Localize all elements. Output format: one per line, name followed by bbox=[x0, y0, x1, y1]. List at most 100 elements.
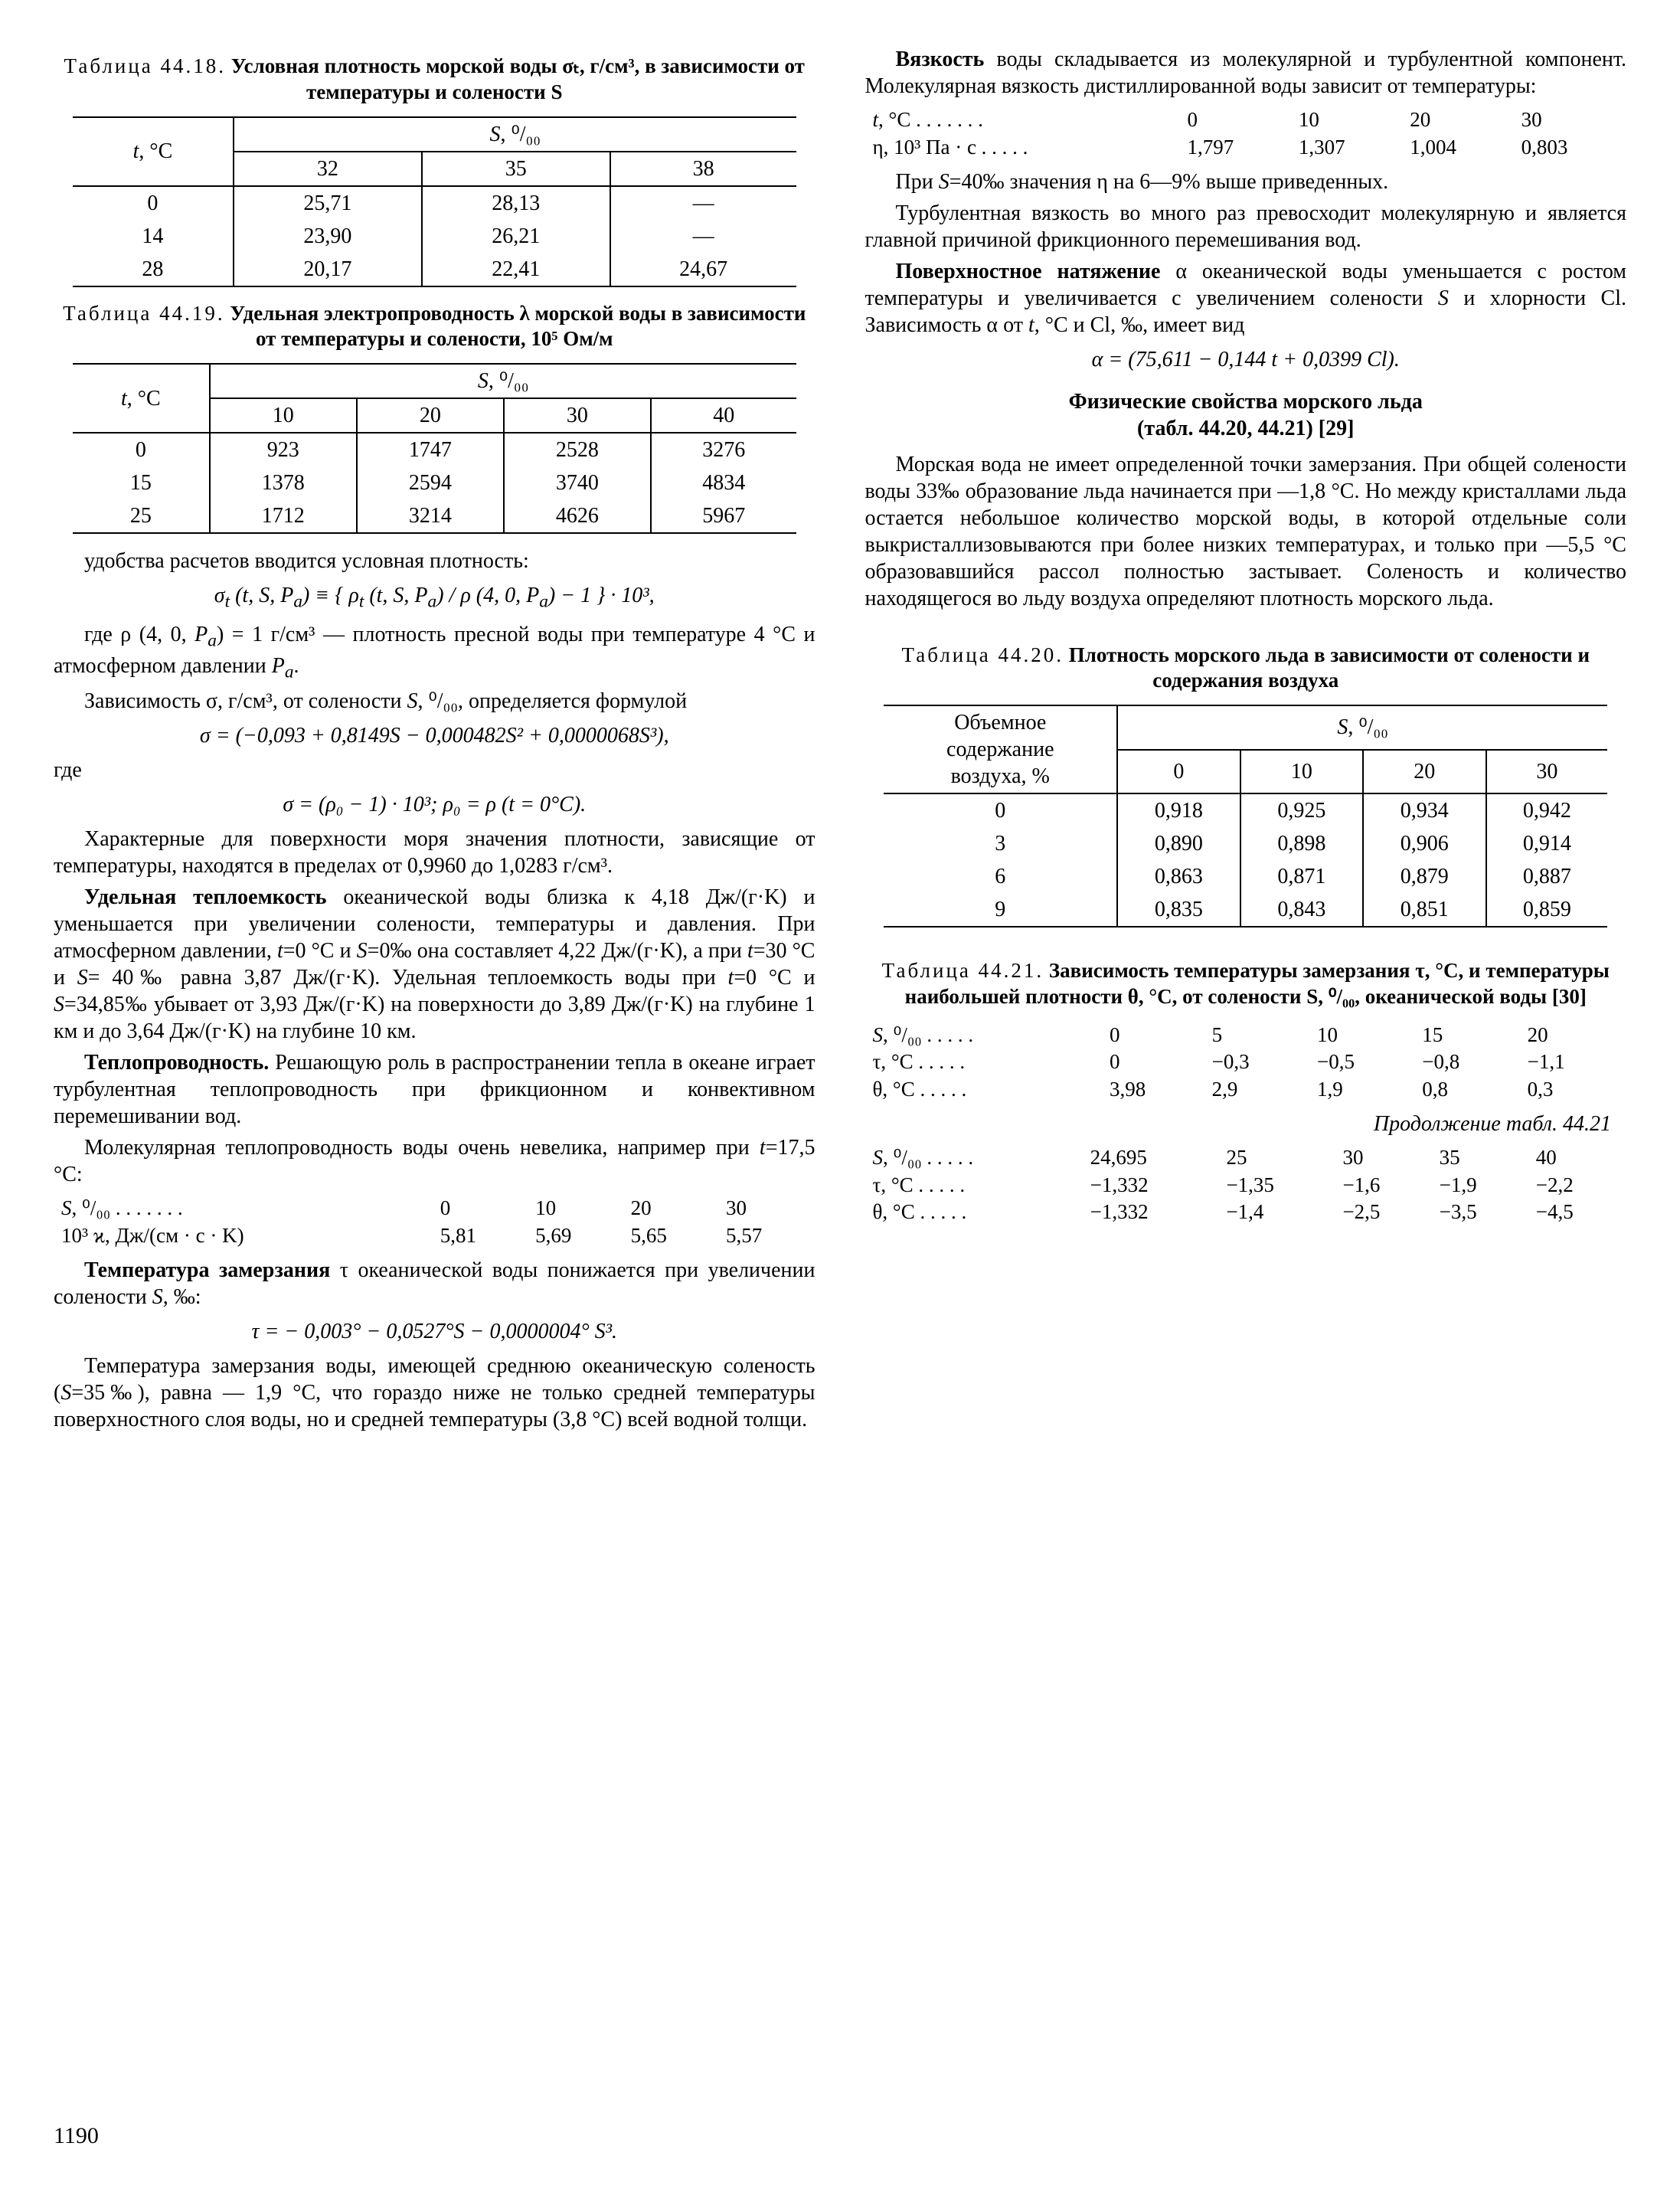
col-group: S, ⁰/₀₀ bbox=[1117, 705, 1607, 750]
col-group: S, ⁰/₀₀ bbox=[210, 364, 796, 398]
mini-cell: 1,797 bbox=[1181, 135, 1290, 161]
table-cell: 0,835 bbox=[1117, 893, 1240, 927]
mini-cell: 25 bbox=[1220, 1145, 1335, 1171]
para-heat-capacity: Удельная теплоемкость океанической воды … bbox=[54, 884, 815, 1045]
col-header: 30 bbox=[504, 398, 651, 433]
caption-rest: Плотность морского льда в зависимости от… bbox=[1069, 643, 1590, 692]
table-cell: 5967 bbox=[651, 499, 796, 533]
row-header: Объемноесодержаниевоздуха, % bbox=[884, 705, 1117, 793]
table-20: Объемноесодержаниевоздуха, %S, ⁰/₀₀01020… bbox=[884, 705, 1607, 928]
para-viscosity: Вязкость воды складывается из молекулярн… bbox=[865, 46, 1627, 100]
table-cell: 24,67 bbox=[610, 253, 796, 286]
para-molecular-cond: Молекулярная теплопроводность воды очень… bbox=[54, 1134, 815, 1188]
table-21-part2: S, ⁰/₀₀ . . . . .24,69525303540τ, °C . .… bbox=[865, 1143, 1627, 1227]
mini-cell: 10 bbox=[1293, 107, 1402, 133]
para-surface-tension: Поверхностное натяжение α океанической в… bbox=[865, 258, 1627, 339]
formula-sigma-poly: σ = (−0,093 + 0,8149S − 0,000482S² + 0,0… bbox=[54, 722, 815, 749]
table-20-caption: Таблица 44.20. Плотность морского льда в… bbox=[865, 643, 1627, 695]
para-density-intro: удобства расчетов вводится условная плот… bbox=[54, 548, 815, 574]
mini-cell: −3,5 bbox=[1433, 1199, 1528, 1225]
col-header: 10 bbox=[210, 398, 357, 433]
mini-cell: −1,332 bbox=[1084, 1173, 1219, 1199]
mini-cell: −1,35 bbox=[1220, 1173, 1335, 1199]
row-header: t, °C bbox=[73, 117, 234, 186]
table-cell: 0,914 bbox=[1486, 827, 1608, 860]
mini-cell: 20 bbox=[1404, 107, 1513, 133]
row-label: 25 bbox=[73, 499, 210, 533]
table-cell: 1712 bbox=[210, 499, 357, 533]
table-cell: 28,13 bbox=[422, 186, 610, 220]
mini-cell: 30 bbox=[1336, 1145, 1431, 1171]
formula-sigma-t: σt (t, S, Pa) ≡ { ρt (t, S, Pa) / ρ (4, … bbox=[54, 582, 815, 613]
mini-cell: −1,4 bbox=[1220, 1199, 1335, 1225]
mini-row-label: S, ⁰/₀₀ . . . . . . . bbox=[55, 1196, 433, 1222]
table-cell: 0,918 bbox=[1117, 793, 1240, 827]
section-sea-ice: Физические свойства морского льда(табл. … bbox=[865, 388, 1627, 442]
mini-cell: 1,004 bbox=[1404, 135, 1513, 161]
table-cell: 3214 bbox=[357, 499, 504, 533]
para-freeze-temp: Температура замерзания τ океанической во… bbox=[54, 1257, 815, 1310]
table-cell: 3740 bbox=[504, 466, 651, 499]
mini-row-label: θ, °C . . . . . bbox=[867, 1077, 1102, 1103]
table-cell: 0,906 bbox=[1363, 827, 1486, 860]
mini-row-label: τ, °C . . . . . bbox=[867, 1049, 1102, 1075]
caption-lead: Таблица 44.21. bbox=[882, 959, 1044, 982]
mini-cell: 0 bbox=[434, 1196, 528, 1222]
table-cell: 1747 bbox=[357, 433, 504, 466]
page-number: 1190 bbox=[54, 2122, 1626, 2151]
caption-lead: Таблица 44.20. bbox=[901, 643, 1063, 666]
col-header: 20 bbox=[1363, 750, 1486, 794]
mini-row-label: η, 10³ Па · с . . . . . bbox=[867, 135, 1180, 161]
col-header: 0 bbox=[1117, 750, 1240, 794]
mini-cell: 30 bbox=[1515, 107, 1625, 133]
mini-cell: 20 bbox=[625, 1196, 718, 1222]
row-label: 9 bbox=[884, 893, 1117, 927]
para-rho-fresh: где ρ (4, 0, Pa) = 1 г/см³ — плотность п… bbox=[54, 621, 815, 684]
table-cell: 2528 bbox=[504, 433, 651, 466]
table-18-caption: Таблица 44.18. Условная плотность морско… bbox=[54, 54, 815, 106]
mini-cell: 5,65 bbox=[625, 1223, 718, 1249]
table-cell: 0,890 bbox=[1117, 827, 1240, 860]
para-turb-visc: Турбулентная вязкость во много раз прево… bbox=[865, 200, 1627, 254]
table-cell: 3276 bbox=[651, 433, 796, 466]
mini-row-label: S, ⁰/₀₀ . . . . . bbox=[867, 1022, 1102, 1049]
table-cell: 0,871 bbox=[1240, 860, 1363, 893]
mini-cell: 5,57 bbox=[720, 1223, 813, 1249]
mini-cell: −1,6 bbox=[1336, 1173, 1431, 1199]
col-header: 30 bbox=[1486, 750, 1608, 794]
col-header: 32 bbox=[234, 152, 422, 186]
table-18: t, °CS, ⁰/₀₀323538025,7128,13—1423,9026,… bbox=[73, 116, 796, 287]
para-density-range: Характерные для поверхности моря значени… bbox=[54, 826, 815, 879]
mini-cell: 0 bbox=[1103, 1049, 1204, 1075]
mini-cell: 30 bbox=[720, 1196, 813, 1222]
formula-sigma-rho0: σ = (ρ₀ − 1) · 10³; ρ₀ = ρ (t = 0°C). bbox=[54, 791, 815, 818]
col-header: 20 bbox=[357, 398, 504, 433]
table-cell: 923 bbox=[210, 433, 357, 466]
mini-cell: −1,1 bbox=[1521, 1049, 1625, 1075]
table-cell: 22,41 bbox=[422, 253, 610, 286]
mini-row-label: S, ⁰/₀₀ . . . . . bbox=[867, 1145, 1083, 1171]
table-cell: 2594 bbox=[357, 466, 504, 499]
table-19: t, °CS, ⁰/₀₀1020304009231747252832761513… bbox=[73, 363, 796, 534]
mini-cell: 3,98 bbox=[1103, 1077, 1204, 1103]
table-cell: 0,898 bbox=[1240, 827, 1363, 860]
para-sigma-dep: Зависимость σ, г/см³, от солености S, ⁰/… bbox=[54, 688, 815, 715]
table-cell: 0,843 bbox=[1240, 893, 1363, 927]
table-cell: — bbox=[610, 220, 796, 253]
row-label: 6 bbox=[884, 860, 1117, 893]
mini-cell: 0,3 bbox=[1521, 1077, 1625, 1103]
table-cell: 26,21 bbox=[422, 220, 610, 253]
mini-cell: 1,9 bbox=[1311, 1077, 1414, 1103]
para-sea-ice: Морская вода не имеет определенной точки… bbox=[865, 451, 1627, 612]
caption-lead: Таблица 44.19. bbox=[63, 302, 224, 325]
mini-cell: 15 bbox=[1416, 1022, 1519, 1049]
table-cell: — bbox=[610, 186, 796, 220]
table-cell: 0,859 bbox=[1486, 893, 1608, 927]
mini-cell: 0,803 bbox=[1515, 135, 1625, 161]
table-cell: 0,925 bbox=[1240, 793, 1363, 827]
row-label: 15 bbox=[73, 466, 210, 499]
row-label: 0 bbox=[73, 433, 210, 466]
mini-row-label: θ, °C . . . . . bbox=[867, 1199, 1083, 1225]
mini-cell: 5,69 bbox=[529, 1223, 623, 1249]
table-cell: 0,879 bbox=[1363, 860, 1486, 893]
